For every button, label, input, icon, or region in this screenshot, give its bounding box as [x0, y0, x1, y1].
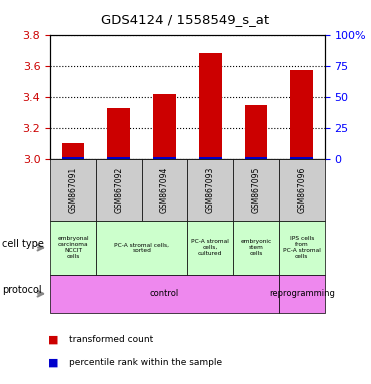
Text: GSM867091: GSM867091 — [69, 167, 78, 213]
Text: GDS4124 / 1558549_s_at: GDS4124 / 1558549_s_at — [101, 13, 270, 26]
Text: control: control — [150, 289, 179, 298]
Bar — [244, 157, 267, 159]
Text: GSM867094: GSM867094 — [160, 167, 169, 213]
Text: GSM867092: GSM867092 — [114, 167, 123, 213]
Bar — [290, 157, 313, 159]
Bar — [199, 157, 222, 159]
Text: GSM867096: GSM867096 — [297, 167, 306, 213]
Text: percentile rank within the sample: percentile rank within the sample — [69, 358, 222, 367]
Text: embryonic
stem
cells: embryonic stem cells — [240, 239, 272, 256]
Bar — [62, 143, 85, 159]
Bar — [290, 70, 313, 159]
Bar — [199, 53, 222, 159]
Text: ■: ■ — [48, 335, 59, 345]
Text: cell type: cell type — [2, 239, 44, 249]
Text: GSM867093: GSM867093 — [206, 167, 215, 213]
Text: reprogramming: reprogramming — [269, 289, 335, 298]
Bar — [107, 108, 130, 159]
Text: IPS cells
from
PC-A stromal
cells: IPS cells from PC-A stromal cells — [283, 237, 321, 259]
Text: ■: ■ — [48, 358, 59, 368]
Text: protocol: protocol — [2, 285, 42, 295]
Bar — [62, 157, 85, 159]
Text: PC-A stromal cells,
sorted: PC-A stromal cells, sorted — [114, 242, 169, 253]
Bar — [107, 157, 130, 159]
Bar — [153, 94, 176, 159]
Text: GSM867095: GSM867095 — [252, 167, 260, 213]
Bar — [153, 157, 176, 159]
Text: transformed count: transformed count — [69, 335, 153, 344]
Bar — [244, 105, 267, 159]
Text: PC-A stromal
cells,
cultured: PC-A stromal cells, cultured — [191, 239, 229, 256]
Text: embryonal
carcinoma
NCCIT
cells: embryonal carcinoma NCCIT cells — [57, 237, 89, 259]
